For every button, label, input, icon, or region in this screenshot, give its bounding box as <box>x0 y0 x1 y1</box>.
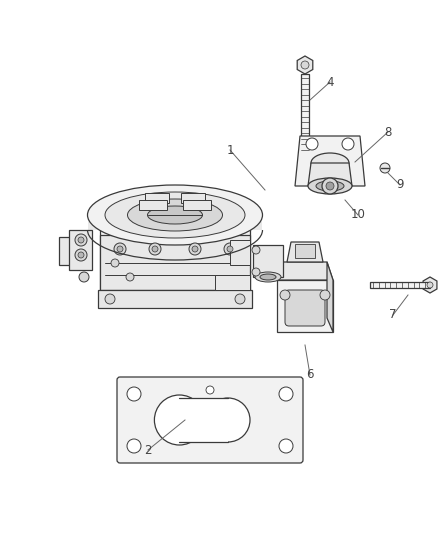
Polygon shape <box>100 235 250 290</box>
Ellipse shape <box>260 274 276 280</box>
Circle shape <box>127 439 141 453</box>
Circle shape <box>380 163 390 173</box>
Circle shape <box>427 282 433 288</box>
Polygon shape <box>69 230 92 270</box>
Circle shape <box>301 61 309 69</box>
Polygon shape <box>88 215 262 230</box>
Polygon shape <box>327 262 333 332</box>
Bar <box>301 74 309 150</box>
Polygon shape <box>253 245 283 277</box>
Ellipse shape <box>255 272 281 282</box>
Ellipse shape <box>127 199 223 231</box>
Polygon shape <box>308 163 352 186</box>
Polygon shape <box>145 193 169 203</box>
Circle shape <box>252 268 260 276</box>
Polygon shape <box>295 136 365 186</box>
Bar <box>295 244 315 258</box>
Text: 4: 4 <box>326 76 334 88</box>
Text: 9: 9 <box>396 179 404 191</box>
Circle shape <box>224 243 236 255</box>
Bar <box>370 282 430 288</box>
Circle shape <box>75 234 87 246</box>
Bar <box>180 398 228 442</box>
Polygon shape <box>139 200 167 210</box>
Circle shape <box>279 439 293 453</box>
Polygon shape <box>277 262 333 280</box>
Circle shape <box>326 182 334 190</box>
Circle shape <box>280 290 290 300</box>
Circle shape <box>306 138 318 150</box>
Ellipse shape <box>148 206 202 224</box>
Circle shape <box>155 395 205 445</box>
Circle shape <box>79 272 89 282</box>
Circle shape <box>152 246 158 252</box>
Circle shape <box>105 294 115 304</box>
Polygon shape <box>230 240 250 265</box>
Polygon shape <box>100 215 250 290</box>
Circle shape <box>192 246 198 252</box>
FancyBboxPatch shape <box>285 290 325 326</box>
Circle shape <box>111 259 119 267</box>
Text: 2: 2 <box>144 443 152 456</box>
Circle shape <box>279 387 293 401</box>
Circle shape <box>117 246 123 252</box>
Circle shape <box>75 249 87 261</box>
Circle shape <box>127 387 141 401</box>
Text: 1: 1 <box>226 143 234 157</box>
Ellipse shape <box>88 185 262 245</box>
Text: 8: 8 <box>384 125 392 139</box>
Circle shape <box>206 398 250 442</box>
Polygon shape <box>59 237 72 265</box>
Circle shape <box>149 243 161 255</box>
Circle shape <box>78 252 84 258</box>
Polygon shape <box>277 280 333 332</box>
Polygon shape <box>423 277 437 293</box>
Circle shape <box>322 178 338 194</box>
Polygon shape <box>287 242 323 262</box>
Circle shape <box>114 243 126 255</box>
Circle shape <box>252 246 260 254</box>
Circle shape <box>206 386 214 394</box>
Polygon shape <box>183 200 211 210</box>
Ellipse shape <box>316 181 344 191</box>
Text: 6: 6 <box>306 368 314 382</box>
Polygon shape <box>181 193 205 203</box>
Circle shape <box>227 246 233 252</box>
Polygon shape <box>98 290 252 308</box>
Text: 7: 7 <box>389 309 397 321</box>
Text: 10: 10 <box>350 208 365 222</box>
Polygon shape <box>297 56 313 74</box>
Ellipse shape <box>308 178 352 194</box>
Circle shape <box>342 138 354 150</box>
Ellipse shape <box>311 153 349 173</box>
Polygon shape <box>215 275 250 290</box>
Circle shape <box>78 237 84 243</box>
FancyBboxPatch shape <box>117 377 303 463</box>
Circle shape <box>235 294 245 304</box>
Circle shape <box>189 243 201 255</box>
Circle shape <box>126 273 134 281</box>
Circle shape <box>320 290 330 300</box>
Ellipse shape <box>105 192 245 238</box>
